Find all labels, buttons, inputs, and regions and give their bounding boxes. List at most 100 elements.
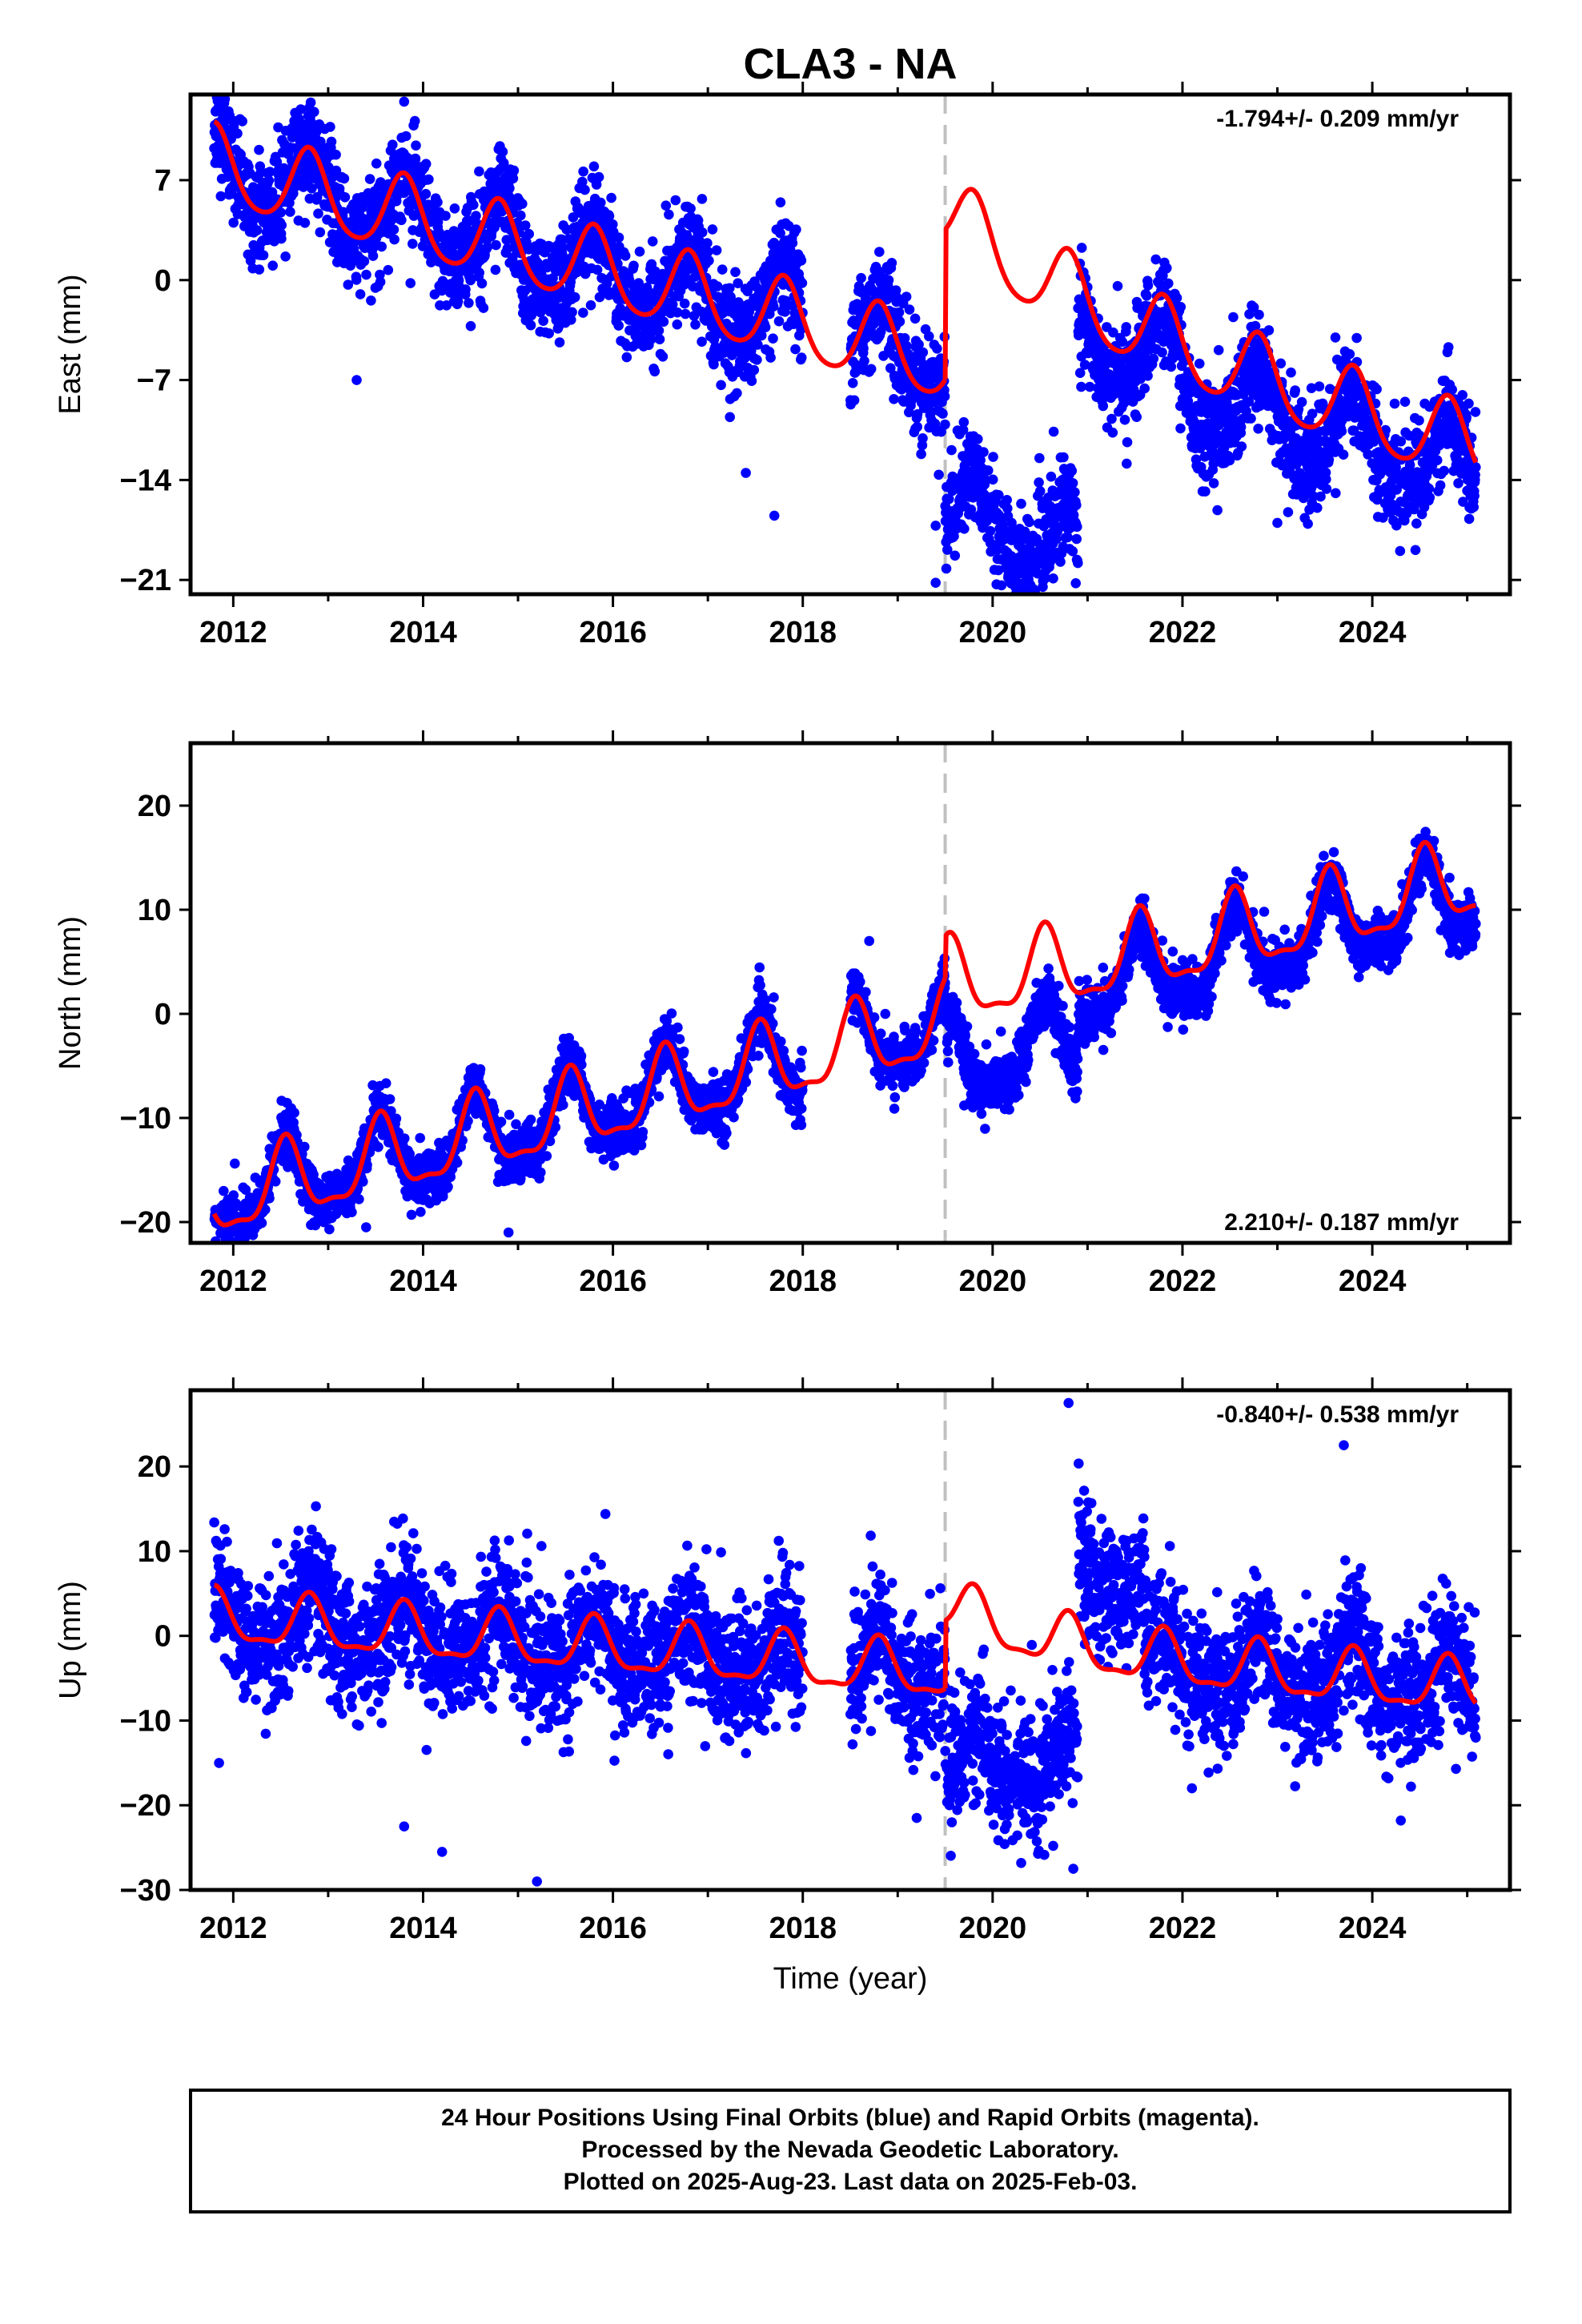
data-point <box>1464 398 1474 409</box>
data-point <box>498 158 509 168</box>
data-point <box>516 210 526 221</box>
data-point <box>1148 353 1159 364</box>
data-point <box>1212 505 1223 516</box>
data-point <box>375 269 385 280</box>
data-point <box>478 303 489 313</box>
data-point <box>1296 396 1307 408</box>
data-point <box>399 1133 410 1144</box>
data-point <box>1336 426 1347 436</box>
data-point <box>276 233 287 244</box>
data-point <box>1119 414 1130 425</box>
data-point <box>411 140 421 151</box>
data-point <box>1150 254 1161 265</box>
data-point <box>578 308 588 318</box>
data-point <box>924 331 934 342</box>
data-point <box>1263 325 1275 336</box>
data-point <box>746 376 757 387</box>
data-point <box>1067 478 1078 489</box>
data-point <box>1058 452 1069 463</box>
data-point <box>796 255 807 266</box>
data-point <box>1107 427 1118 438</box>
chart-title: CLA3 - NA <box>744 40 958 88</box>
data-point <box>366 296 376 306</box>
data-point <box>432 197 443 207</box>
data-point <box>285 207 295 217</box>
data-point <box>391 1113 402 1124</box>
data-point <box>950 550 961 561</box>
data-point <box>608 219 618 230</box>
data-point <box>1070 578 1081 589</box>
data-point <box>1338 449 1349 460</box>
data-point <box>474 166 484 177</box>
data-point <box>1371 384 1382 395</box>
data-point <box>258 250 269 261</box>
data-point <box>474 267 484 278</box>
data-point <box>420 188 432 199</box>
data-point <box>1399 396 1411 408</box>
data-point <box>260 1204 271 1215</box>
data-point <box>790 344 801 355</box>
data-point <box>524 228 534 239</box>
data-point <box>604 211 615 222</box>
data-point <box>569 292 580 303</box>
data-point <box>1122 458 1132 469</box>
x-tick-label: 2024 <box>1339 616 1407 649</box>
data-point <box>973 434 983 444</box>
data-point <box>387 139 398 150</box>
data-point <box>780 307 790 317</box>
data-point <box>380 1078 391 1088</box>
data-point <box>634 246 645 257</box>
data-point <box>245 255 256 266</box>
data-point <box>1458 497 1468 507</box>
data-point <box>1208 478 1219 489</box>
data-point <box>396 215 407 226</box>
data-point <box>912 421 922 432</box>
data-point <box>376 241 387 252</box>
data-point <box>958 416 970 428</box>
data-point <box>251 225 263 235</box>
data-point <box>797 278 808 288</box>
data-point <box>1291 459 1302 470</box>
data-point <box>901 340 912 352</box>
data-point <box>388 224 400 235</box>
data-point <box>1411 518 1422 529</box>
data-point <box>941 563 952 574</box>
data-point <box>1395 436 1407 447</box>
data-point <box>620 251 631 261</box>
data-point <box>232 128 243 139</box>
data-point <box>1307 408 1318 419</box>
data-point <box>1435 480 1446 491</box>
data-point <box>491 239 501 251</box>
data-point <box>219 94 231 104</box>
data-point <box>1468 501 1479 513</box>
data-point <box>732 388 742 399</box>
data-point <box>1066 465 1078 476</box>
data-point <box>1246 413 1256 424</box>
x-tick-label: 2014 <box>389 616 457 649</box>
data-point <box>592 264 603 275</box>
data-point <box>490 264 501 275</box>
data-point <box>267 260 279 271</box>
data-point <box>240 1232 251 1243</box>
data-point <box>613 232 624 243</box>
data-point <box>538 316 548 327</box>
data-point <box>1469 490 1480 501</box>
data-point <box>613 320 624 331</box>
data-point <box>358 1176 368 1187</box>
data-point <box>628 260 639 271</box>
data-point <box>994 489 1004 501</box>
data-point <box>1016 498 1026 509</box>
data-point <box>1017 600 1027 610</box>
data-point <box>1166 361 1177 372</box>
data-point <box>1200 486 1211 497</box>
data-points <box>209 826 1481 1243</box>
data-point <box>476 278 488 289</box>
data-point <box>596 197 606 208</box>
data-point <box>383 264 394 275</box>
data-point <box>228 217 239 228</box>
data-point <box>653 325 665 336</box>
data-point <box>1055 557 1066 567</box>
data-point <box>410 153 421 164</box>
data-point <box>275 207 287 218</box>
east-panel: 2012 2014 2016 2018 2020 2022 202470−7−14−21Ea… <box>54 82 1521 649</box>
